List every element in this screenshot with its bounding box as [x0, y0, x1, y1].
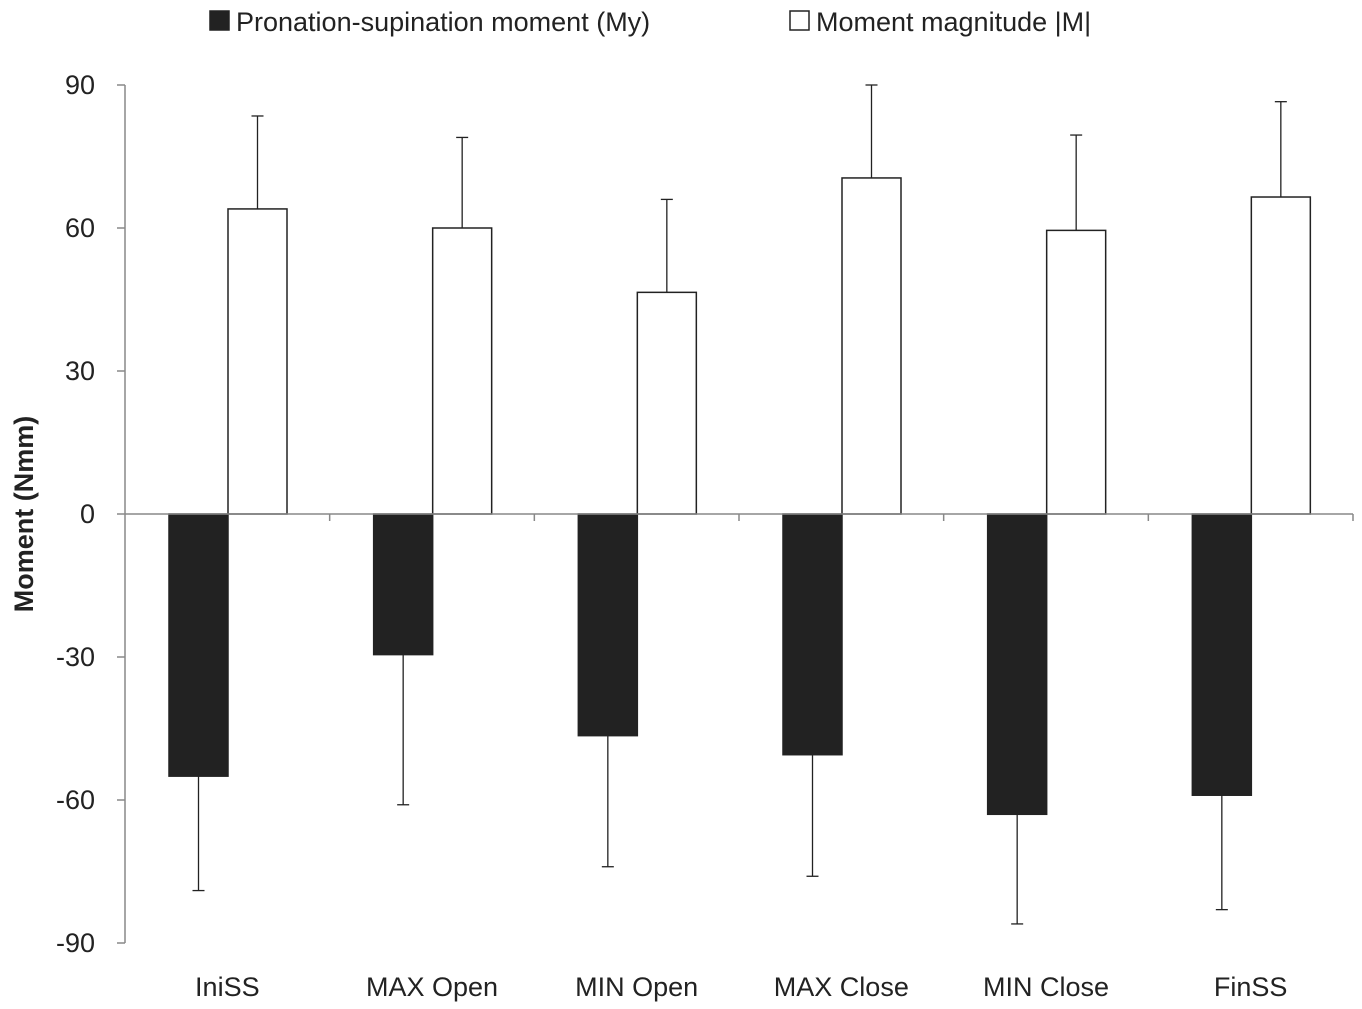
bar-my [1191, 513, 1253, 796]
x-category-label: MAX Close [774, 972, 909, 1002]
bar-my [577, 513, 639, 737]
bar-magnitude [1250, 196, 1312, 515]
bar-magnitude [1045, 229, 1107, 515]
legend-label-my: Pronation-supination moment (My) [236, 7, 650, 37]
x-category-label: MAX Open [366, 972, 498, 1002]
bar-magnitude [841, 177, 902, 515]
legend: Pronation-supination moment (My) Moment m… [209, 7, 1091, 37]
x-category-label: FinSS [1214, 972, 1288, 1002]
bar-magnitude [636, 291, 698, 515]
x-category-label: MIN Close [983, 972, 1109, 1002]
y-tick-label: 60 [65, 213, 95, 243]
y-tick-label: -90 [56, 928, 95, 958]
bar-magnitude [227, 208, 288, 515]
y-axis: 90 60 30 0 -30 -60 -90 [56, 70, 126, 958]
bar-magnitude [431, 227, 493, 515]
y-tick-label: 30 [65, 356, 95, 386]
y-tick-label: -60 [56, 785, 95, 815]
legend-swatch-magnitude [789, 10, 810, 31]
bar-my [372, 513, 434, 656]
x-category-label: MIN Open [575, 972, 698, 1002]
y-tick-label: 0 [80, 499, 95, 529]
y-tick-label: 90 [65, 70, 95, 100]
legend-label-magnitude: Moment magnitude |M| [816, 7, 1091, 37]
bar-my [986, 513, 1048, 816]
y-tick-label: -30 [56, 642, 95, 672]
bar-my [782, 513, 843, 756]
legend-swatch-my [209, 10, 230, 31]
x-category-label: IniSS [195, 972, 260, 1002]
y-axis-title: Moment (Nmm) [9, 416, 39, 613]
bar-my [168, 513, 229, 777]
x-axis: IniSS MAX Open MIN Open MAX Close MIN Close F… [125, 513, 1354, 1002]
bars [168, 84, 1312, 925]
